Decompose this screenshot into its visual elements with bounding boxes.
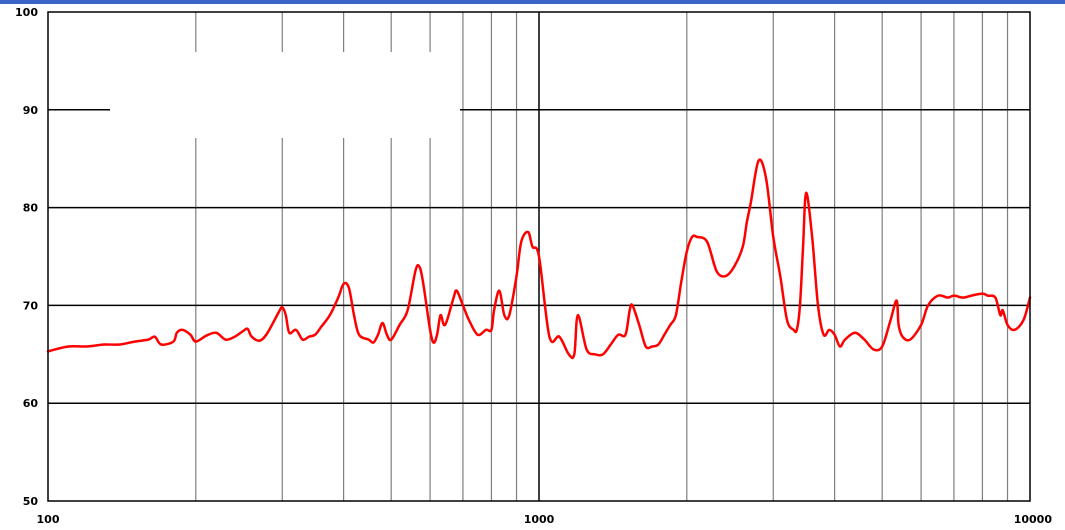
series-line-0 [46, 158, 1032, 360]
legend-blank-area [110, 52, 460, 138]
x-tick-label: 1000 [524, 513, 555, 526]
x-tick-label: 10000 [1014, 513, 1053, 526]
x-tick-label: 100 [37, 513, 60, 526]
series-layer [46, 158, 1032, 360]
minor-gridlines [195, 12, 1009, 501]
plot-frame [47, 11, 1031, 502]
y-tick-label: 70 [23, 299, 39, 312]
y-tick-label: 90 [23, 104, 39, 117]
y-tick-label: 100 [15, 6, 38, 19]
y-tick-label: 60 [23, 397, 39, 410]
x-tick-labels: 100 1000 10000 [37, 513, 1053, 526]
y-tick-label: 80 [23, 202, 39, 215]
top-border-strip [0, 0, 1065, 4]
y-tick-label: 50 [23, 495, 39, 508]
y-tick-labels: 100 90 80 70 60 50 [15, 6, 38, 508]
